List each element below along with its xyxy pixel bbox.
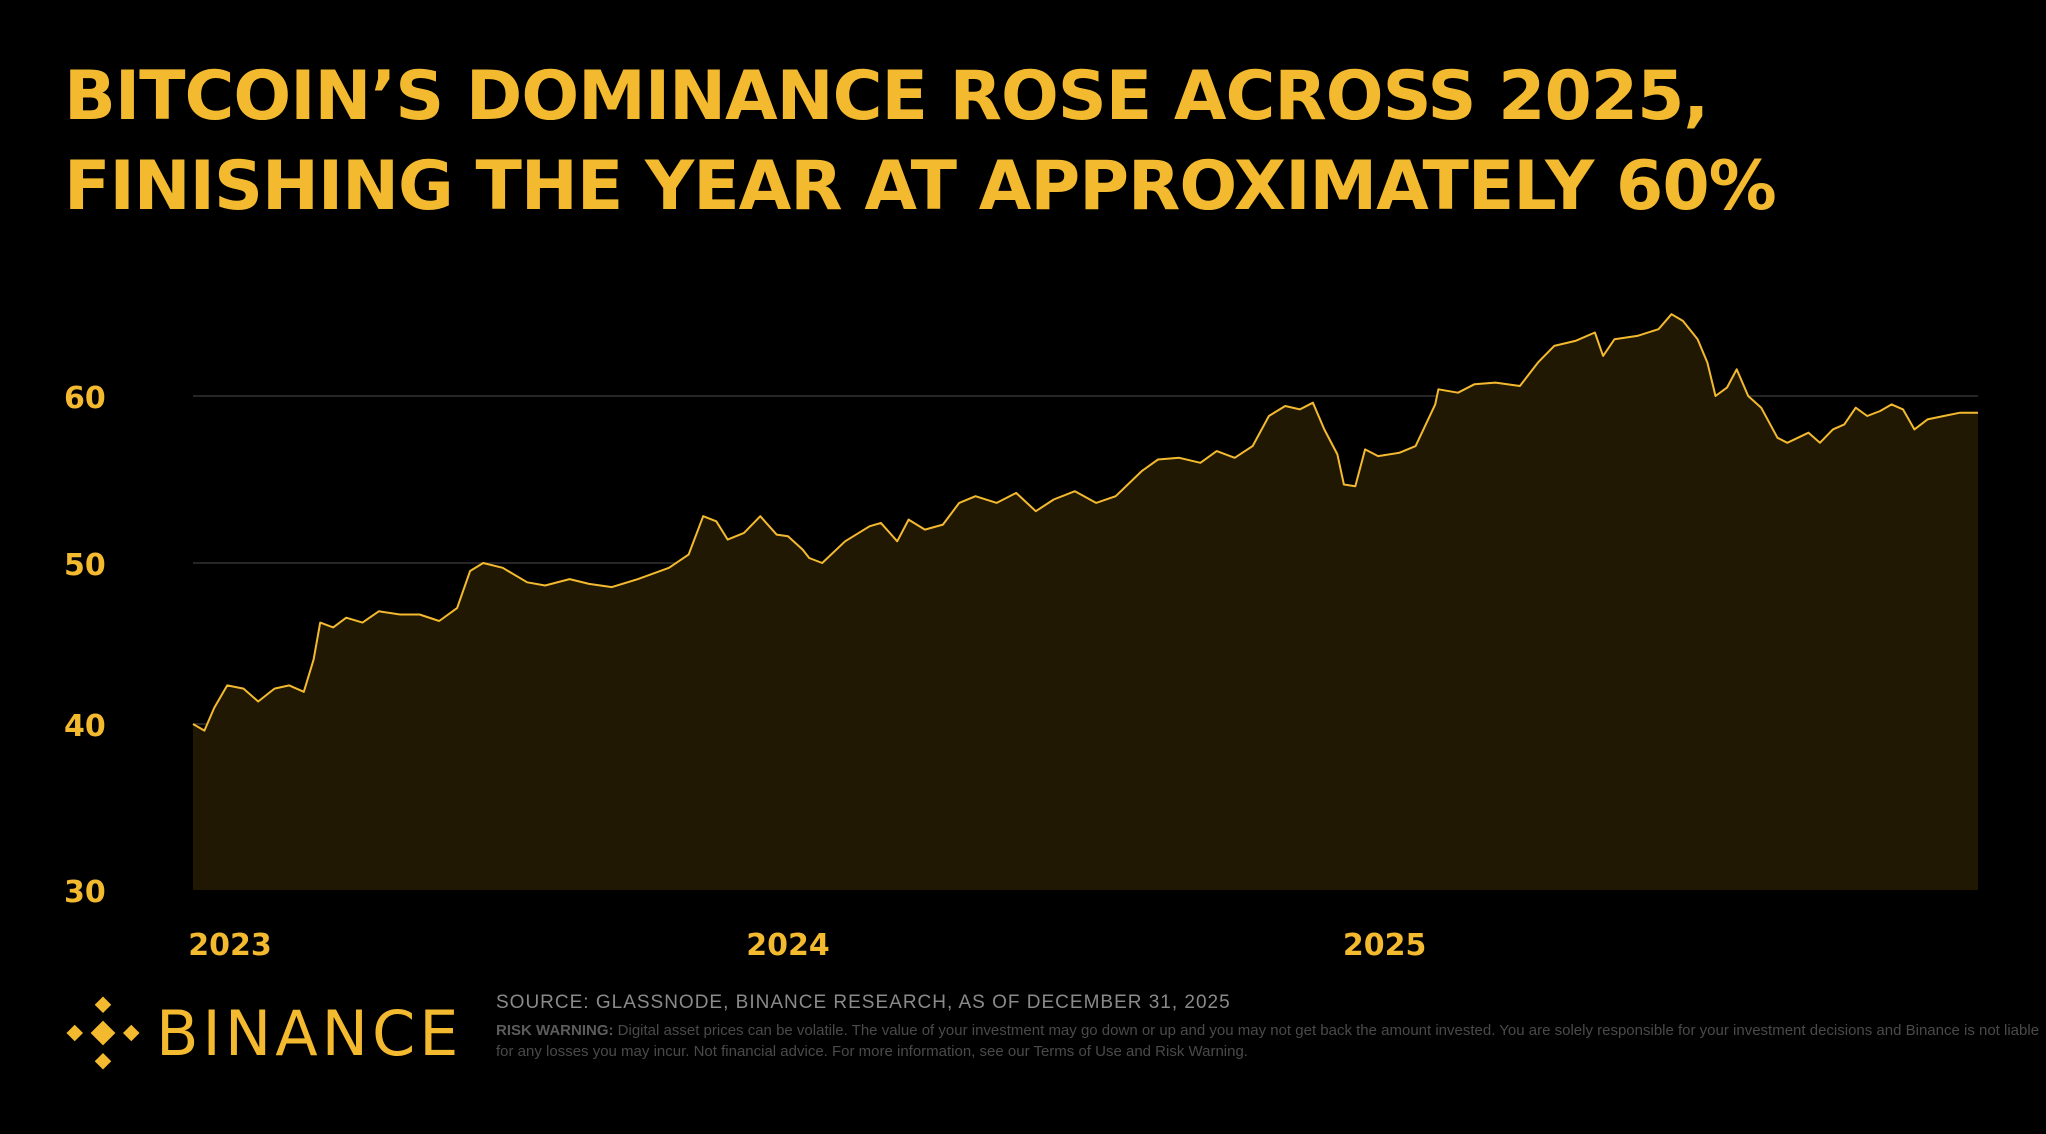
binance-diamond-icon bbox=[66, 996, 140, 1070]
y-tick-label: 60 bbox=[64, 381, 106, 416]
source-note: SOURCE: GLASSNODE, BINANCE RESEARCH, AS … bbox=[496, 992, 1231, 1013]
y-tick-label: 30 bbox=[64, 875, 106, 910]
x-tick-label: 2023 bbox=[188, 928, 272, 963]
title-line-1: BITCOIN’S DOMINANCE ROSE ACROSS 2025, bbox=[64, 57, 1709, 136]
y-tick-label: 40 bbox=[64, 709, 106, 744]
risk-warning: RISK WARNING: Digital asset prices can b… bbox=[496, 1020, 2046, 1062]
binance-logo: BINANCE bbox=[64, 994, 484, 1074]
dominance-area-chart: 60 50 40 30 2023 2024 2025 bbox=[64, 313, 1978, 963]
risk-warning-text: Digital asset prices can be volatile. Th… bbox=[496, 1022, 2040, 1060]
series-line bbox=[192, 313, 1978, 732]
footer: BINANCE SOURCE: GLASSNODE, BINANCE RESEA… bbox=[64, 988, 2039, 1108]
x-tick-label: 2025 bbox=[1343, 928, 1427, 963]
page-title: BITCOIN’S DOMINANCE ROSE ACROSS 2025, FI… bbox=[64, 52, 2004, 232]
title-line-2: FINISHING THE YEAR AT APPROXIMATELY 60% bbox=[64, 147, 1777, 226]
x-tick-label: 2024 bbox=[746, 928, 830, 963]
series-area bbox=[193, 314, 1978, 890]
y-tick-label: 50 bbox=[64, 548, 106, 583]
logo-wordmark: BINANCE bbox=[156, 997, 463, 1070]
risk-warning-label: RISK WARNING: bbox=[496, 1022, 614, 1039]
